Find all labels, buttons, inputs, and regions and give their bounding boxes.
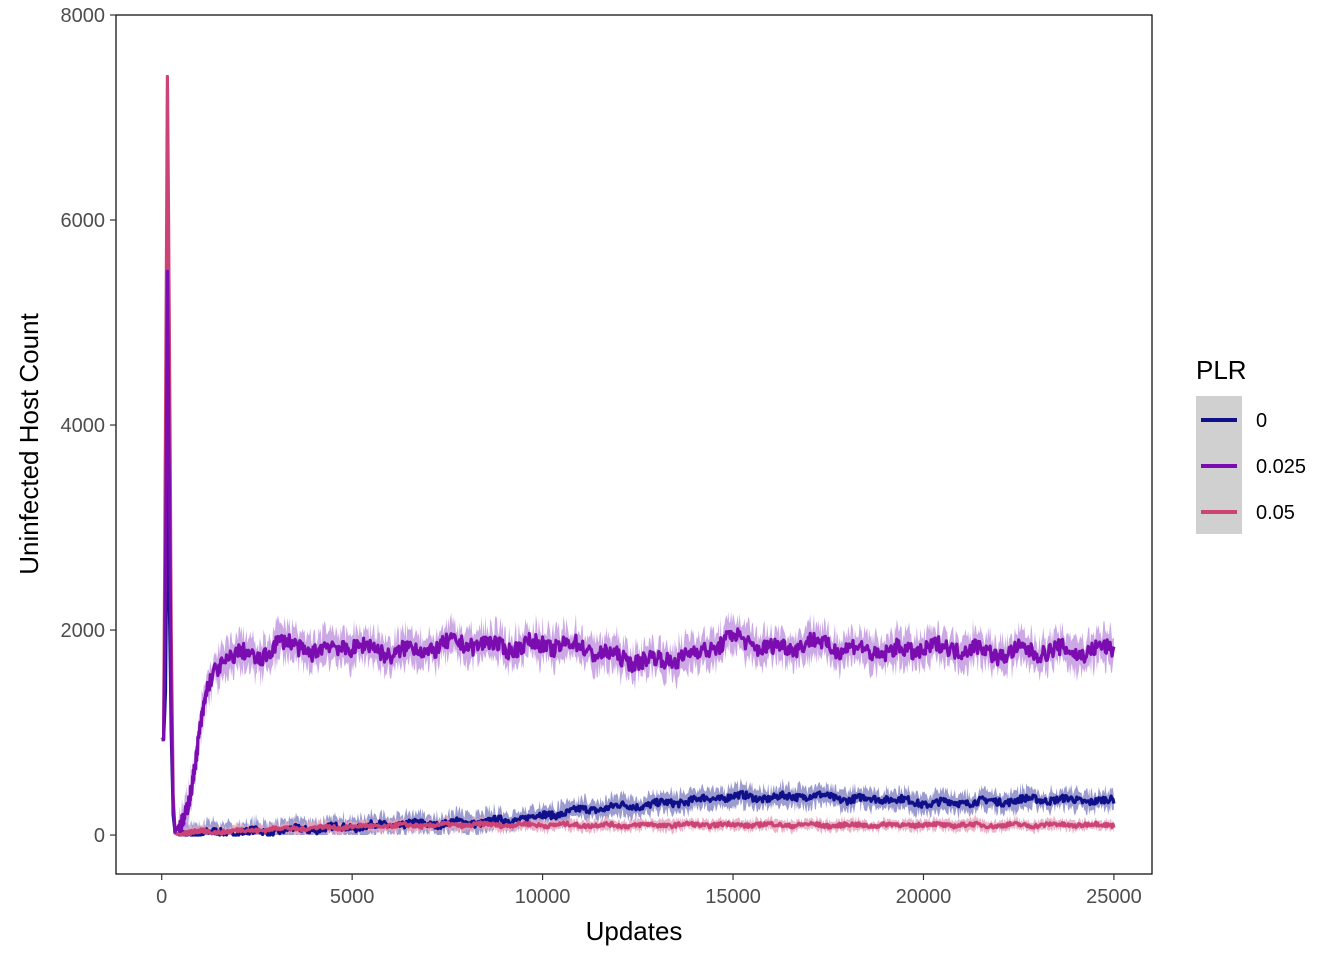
- series-line-0.025: [160, 269, 1116, 834]
- legend-title: PLR: [1196, 355, 1247, 385]
- x-tick-label: 0: [156, 886, 167, 908]
- y-tick-label: 4000: [61, 415, 106, 437]
- legend-label-0: 0: [1256, 410, 1267, 432]
- legend: PLR 0 0.025 0.05: [1196, 355, 1306, 534]
- y-tick-label: 8000: [61, 5, 106, 27]
- panel-background: [116, 15, 1152, 874]
- series-line-0.05: [160, 74, 1116, 837]
- y-axis-title: Uninfected Host Count: [14, 312, 44, 574]
- legend-label-0.025: 0.025: [1256, 456, 1306, 478]
- y-axis: 0 2000 4000 6000 8000: [61, 5, 116, 847]
- x-tick-label: 25000: [1086, 886, 1142, 908]
- y-tick-label: 6000: [61, 210, 106, 232]
- series-lines: [160, 74, 1116, 837]
- x-axis: 0 5000 10000 15000 20000 25000: [156, 874, 1142, 908]
- legend-items: 0 0.025 0.05: [1201, 410, 1306, 524]
- panel-border: [115, 14, 1153, 875]
- x-axis-title: Updates: [586, 916, 683, 946]
- x-tick-label: 10000: [515, 886, 571, 908]
- x-tick-label: 15000: [705, 886, 761, 908]
- x-tick-label: 5000: [330, 886, 375, 908]
- x-tick-label: 20000: [896, 886, 952, 908]
- y-tick-label: 2000: [61, 620, 106, 642]
- y-tick-label: 0: [94, 825, 105, 847]
- legend-label-0.05: 0.05: [1256, 502, 1295, 524]
